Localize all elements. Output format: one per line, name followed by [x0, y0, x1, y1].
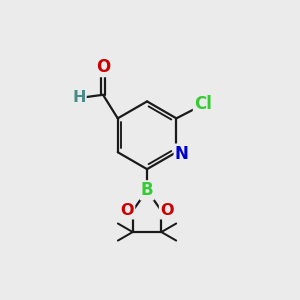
Text: O: O [96, 58, 110, 76]
Text: B: B [141, 181, 153, 199]
Text: O: O [121, 203, 134, 218]
Text: H: H [72, 90, 86, 105]
Text: O: O [160, 203, 173, 218]
Text: N: N [175, 145, 189, 163]
Text: Cl: Cl [194, 95, 212, 113]
